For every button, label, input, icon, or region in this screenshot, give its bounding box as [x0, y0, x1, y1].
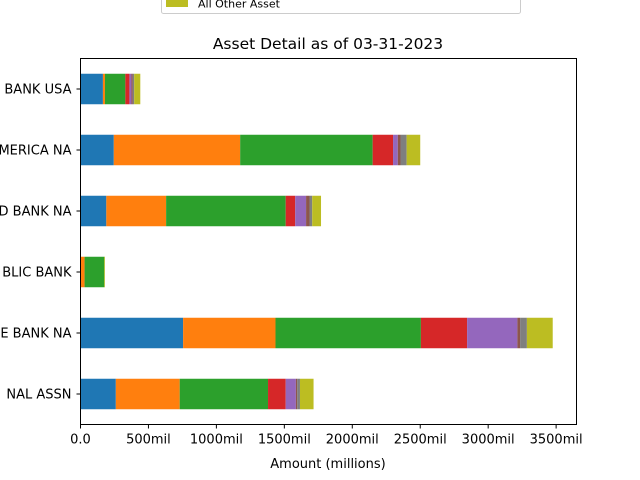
x-tick-label: 500mil [126, 433, 171, 448]
bar-segment [309, 195, 313, 227]
bar-segment [80, 195, 107, 227]
bar-segment [393, 134, 398, 166]
bar-segment [240, 134, 373, 166]
bar-segment [80, 317, 184, 349]
bar-segment [268, 378, 286, 410]
x-tick-label: 0.0 [70, 433, 91, 448]
x-tick-label: 3000mil [462, 433, 515, 448]
y-tick-label: E BANK NA [0, 327, 71, 342]
bar-segment [102, 73, 105, 105]
bar-segment [520, 317, 527, 349]
bar-segment [285, 378, 296, 410]
y-tick-label: BANK USA [4, 83, 71, 98]
y-tick-label: BLIC BANK [2, 266, 72, 281]
bar-segment [526, 317, 553, 349]
bar-segment [312, 195, 322, 227]
y-axis: BANK USA MERICA NA D BANK NA BLIC BANK E BAN… [0, 83, 81, 403]
plot-frame [80, 58, 577, 425]
bar-segment [115, 378, 180, 410]
x-axis-title: Amount (millions) [270, 457, 385, 472]
legend-box [161, 0, 521, 14]
x-axis: 0.0 500mil 1000mil 1500mil 2000mil 2500mil 300… [70, 424, 583, 448]
bar-segment [166, 195, 286, 227]
bar-segment [131, 73, 133, 105]
bar-segment [420, 317, 468, 349]
bar-segment [113, 134, 241, 166]
bar-segment [80, 134, 114, 166]
bar-segment [297, 378, 300, 410]
bar-segment [295, 378, 298, 410]
bar-segment [179, 378, 269, 410]
bar-segment [80, 256, 85, 288]
bar-segment [372, 134, 394, 166]
legend: All Other Asset [161, 0, 521, 14]
x-tick-label: 1500mil [258, 433, 311, 448]
bar-segment [306, 195, 310, 227]
bar-segment [397, 134, 401, 166]
bar-segment [406, 134, 421, 166]
bar-segment [104, 256, 105, 288]
bar-segment [275, 317, 421, 349]
bar-segment [400, 134, 407, 166]
x-tick-label: 3500mil [530, 433, 583, 448]
x-tick-label: 1000mil [190, 433, 243, 448]
bar-segment [104, 73, 126, 105]
x-tick-label: 2000mil [326, 433, 379, 448]
bar-segment [125, 73, 130, 105]
legend-label: All Other Asset [198, 0, 281, 11]
bar-segment [183, 317, 276, 349]
bar-segment [80, 378, 116, 410]
bar-segment [467, 317, 518, 349]
y-tick-label: NAL ASSN [6, 388, 71, 403]
bar-segment [84, 256, 105, 288]
legend-swatch [166, 0, 188, 7]
bar-segment [132, 73, 135, 105]
bar-segment [80, 73, 103, 105]
bar-segment [285, 195, 296, 227]
y-tick-label: MERICA NA [0, 144, 72, 159]
bars-layer [80, 73, 553, 410]
x-tick-label: 2500mil [394, 433, 447, 448]
y-tick-label: D BANK NA [0, 205, 72, 220]
bar-segment [517, 317, 521, 349]
chart-title: Asset Detail as of 03-31-2023 [213, 35, 443, 53]
bar-segment [134, 73, 141, 105]
bar-segment [299, 378, 314, 410]
bar-segment [129, 73, 132, 105]
bar-segment [106, 195, 167, 227]
bar-segment [295, 195, 307, 227]
